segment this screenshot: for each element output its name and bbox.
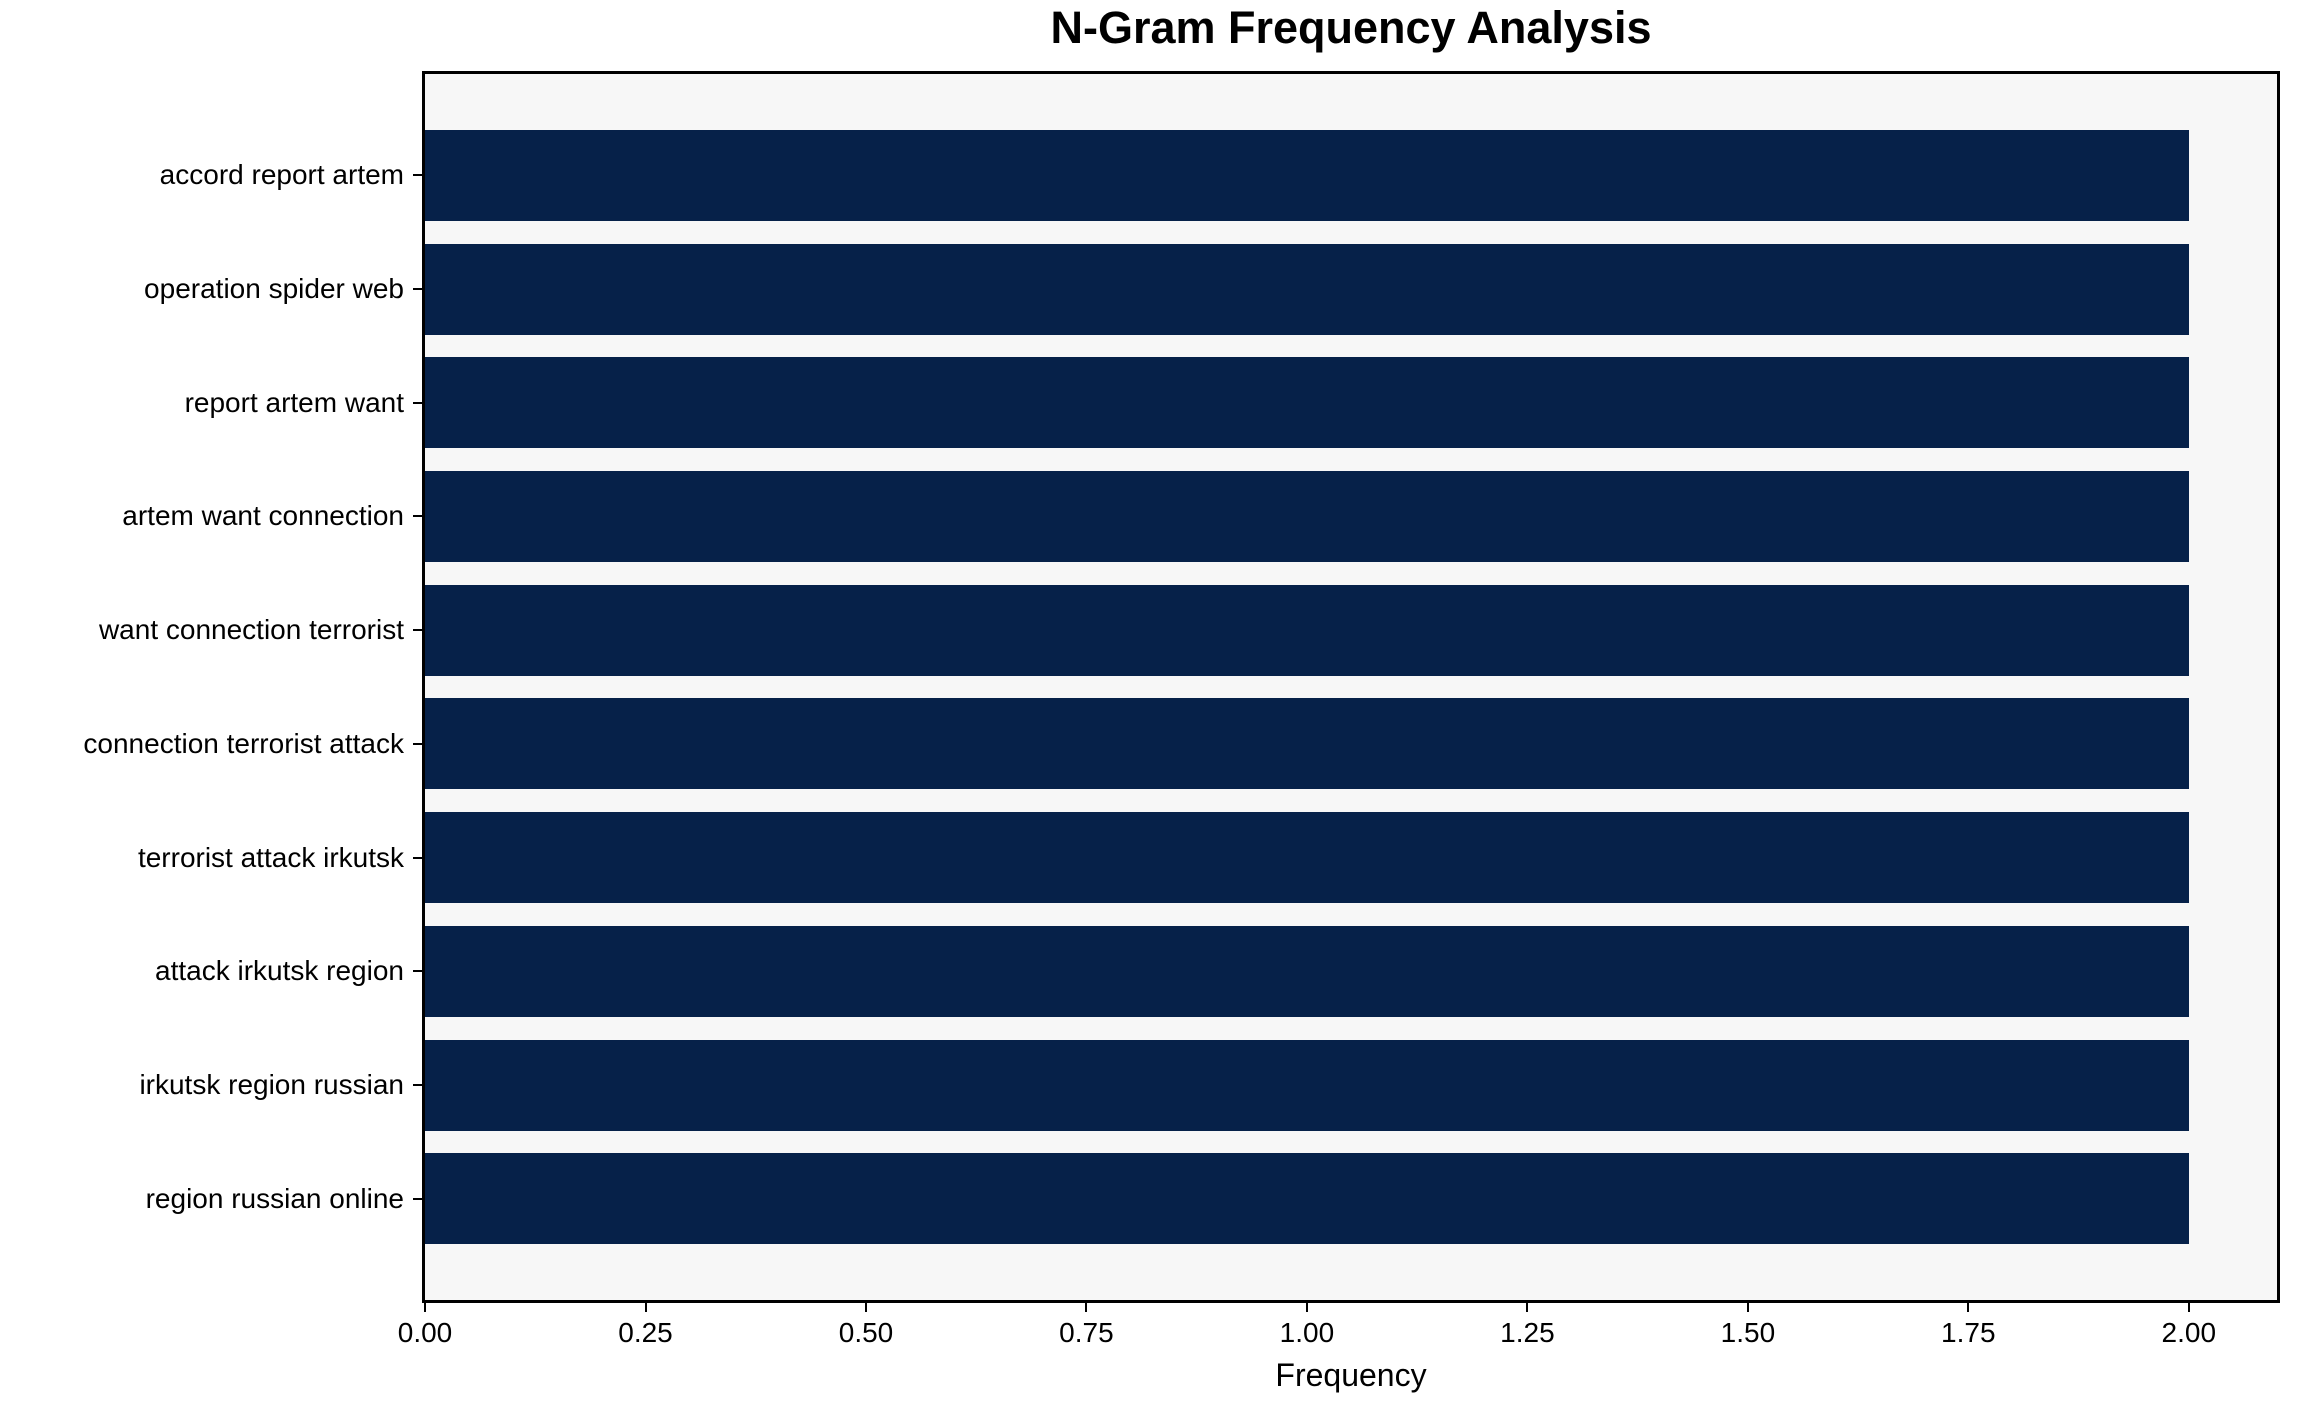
- x-tick-label: 0.00: [397, 1317, 453, 1348]
- x-tick-label: 1.50: [1720, 1317, 1776, 1348]
- y-tick-mark: [413, 970, 422, 973]
- x-tick-label: 1.25: [1500, 1317, 1555, 1348]
- x-tick-mark: [1746, 1303, 1749, 1312]
- y-tick-mark: [413, 1084, 422, 1087]
- bar-region-russian-online: [425, 1153, 2189, 1245]
- bar-accord-report-artem: [425, 129, 2189, 221]
- bar-connection-terrorist-attack: [425, 698, 2189, 790]
- y-tick-mark: [413, 742, 422, 745]
- y-tick-mark: [413, 401, 422, 404]
- x-tick-mark: [1967, 1303, 1970, 1312]
- y-tick-label: irkutsk region russian: [139, 1069, 404, 1101]
- x-tick-mark: [644, 1303, 647, 1312]
- bar-terrorist-attack-irkutsk: [425, 812, 2189, 904]
- x-tick-mark: [1305, 1303, 1308, 1312]
- y-tick-label: operation spider web: [144, 272, 404, 304]
- x-tick-label: 0.50: [838, 1317, 894, 1348]
- y-tick-mark: [413, 1197, 422, 1200]
- plot-area: [422, 71, 2280, 1303]
- y-tick-mark: [413, 515, 422, 518]
- bar-attack-irkutsk-region: [425, 925, 2189, 1017]
- x-axis-label: Frequency: [1275, 1357, 1427, 1393]
- x-tick-label: 0.25: [618, 1317, 673, 1348]
- y-tick-label: attack irkutsk region: [155, 955, 404, 987]
- x-tick-mark: [424, 1303, 426, 1312]
- bar-operation-spider-web: [425, 243, 2189, 335]
- y-tick-label: report artem want: [184, 386, 404, 418]
- y-tick-label: want connection terrorist: [98, 614, 404, 646]
- y-tick-mark: [413, 174, 422, 177]
- x-tick-label: 1.00: [1279, 1317, 1335, 1348]
- y-tick-mark: [413, 856, 422, 859]
- y-tick-label: connection terrorist attack: [83, 727, 404, 759]
- y-tick-label: region russian online: [145, 1182, 404, 1214]
- bar-want-connection-terrorist: [425, 584, 2189, 676]
- x-tick-label: 0.75: [1059, 1317, 1114, 1348]
- bar-report-artem-want: [425, 357, 2189, 449]
- y-tick-label: terrorist attack irkutsk: [137, 841, 404, 873]
- y-tick-label: accord report artem: [159, 159, 404, 191]
- x-tick-mark: [2187, 1303, 2190, 1312]
- x-tick-mark: [1526, 1303, 1529, 1312]
- x-tick-label: 1.75: [1941, 1317, 1996, 1348]
- x-tick-mark: [1085, 1303, 1088, 1312]
- y-tick-label: artem want connection: [122, 500, 404, 532]
- y-tick-mark: [413, 287, 422, 290]
- y-tick-mark: [413, 629, 422, 632]
- chart-title: N-Gram Frequency Analysis: [1050, 2, 1652, 53]
- x-tick-mark: [865, 1303, 867, 1312]
- x-tick-label: 2.00: [2161, 1317, 2217, 1348]
- bar-irkutsk-region-russian: [425, 1039, 2189, 1131]
- bar-artem-want-connection: [425, 470, 2189, 562]
